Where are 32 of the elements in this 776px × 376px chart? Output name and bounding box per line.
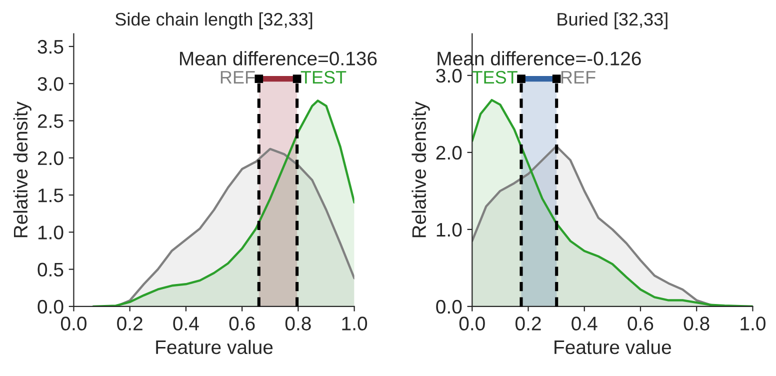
annotation: Mean difference=0.136 [180,51,377,66]
x-tick-label: 0.4 [572,316,598,330]
x-tick-label: 0.2 [516,316,541,330]
x-tick-label: 0.0 [459,316,485,330]
x-axis-title: Feature value [554,340,672,354]
y-tick-label: 0.5 [38,262,64,277]
y-tick-label: 0.0 [436,300,462,314]
y-tick-label: 3.0 [436,68,462,83]
x-tick-label: 0.4 [173,316,199,330]
x-tick-label: 1.0 [740,316,766,330]
x-tick-label: 0.0 [60,316,86,330]
y-axis-title: Relative density [13,102,32,238]
y-tick-label: 2.5 [38,114,64,128]
y-tick-label: 0.0 [38,300,64,314]
chart-title: Side chain length [32,33] [115,12,312,30]
x-tick-label: 0.6 [628,316,654,330]
x-tick-label: 0.2 [117,316,142,330]
x-axis-title: Feature value [156,340,273,354]
y-tick-label: 1.5 [38,188,64,202]
x-tick-label: 1.0 [342,316,368,330]
chart-title: Buried [32,33] [558,12,668,30]
y-tick-label: 1.0 [436,222,462,237]
y-tick-label: 2.0 [436,146,462,160]
text: REF [561,71,596,84]
y-tick-label: 3.5 [38,40,64,54]
y-axis-title: Relative density [412,102,430,238]
x-tick-label: 0.8 [285,316,311,330]
x-tick-label: 0.6 [229,316,255,330]
x-tick-label: 0.8 [684,316,710,330]
y-tick-label: 2.0 [38,151,64,166]
y-tick-label: 1.0 [38,226,64,240]
y-tick-label: 3.0 [38,77,64,91]
